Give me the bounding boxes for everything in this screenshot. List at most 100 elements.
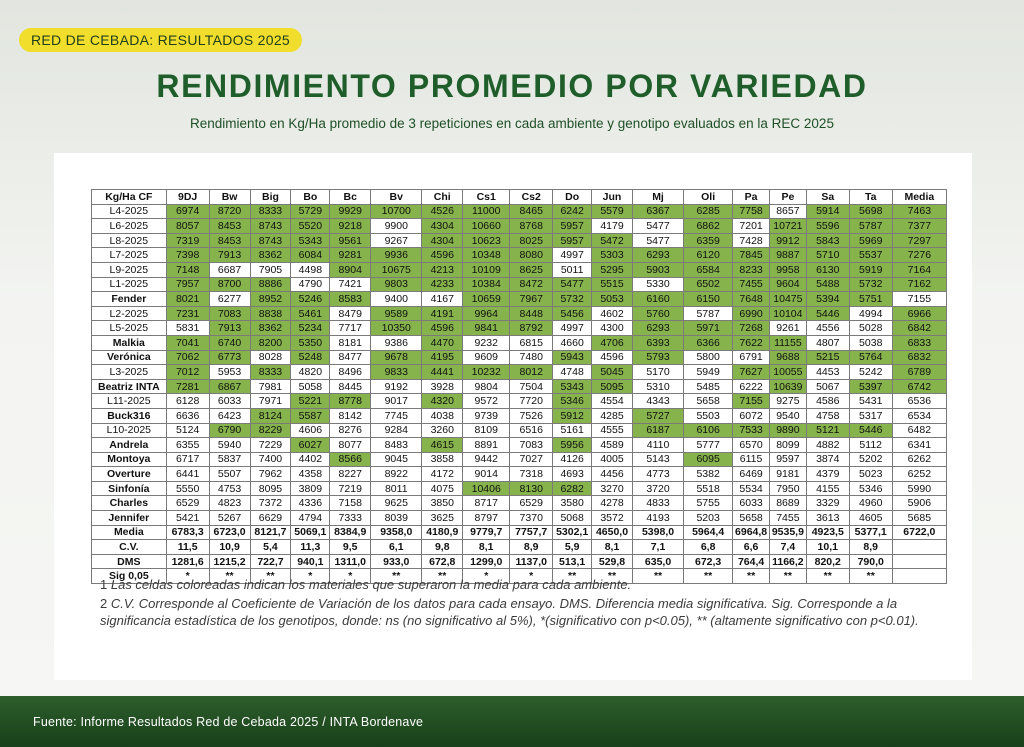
stat-cell: 5,4: [249, 539, 292, 555]
yield-cell: 4167: [421, 291, 464, 307]
yield-cell: 10348: [462, 247, 511, 263]
header-cell: Bo: [290, 189, 331, 205]
stat-row: C.V. 11,5 10,9 5,4 11,3 9,5 6,1 9,8 8,1 8,9 5,9 8,1…: [91, 539, 948, 555]
yield-cell: 4660: [552, 334, 593, 351]
yield-cell: 5121: [805, 422, 850, 439]
yield-cell: 7164: [891, 261, 948, 278]
yield-cell: 7913: [208, 247, 251, 263]
yield-cell: 7162: [891, 276, 948, 293]
variety-name: Verónica: [91, 349, 167, 366]
yield-cell: 6262: [891, 451, 948, 468]
yield-cell: 4748: [552, 364, 593, 380]
yield-cell: 9275: [768, 393, 807, 409]
yield-cell: 4343: [631, 393, 685, 409]
table-row: L6-2025 8057 8453 8743 5520 9218 9900 4304 10660…: [91, 218, 948, 234]
yield-cell: 5787: [683, 305, 734, 322]
yield-cell: 5477: [631, 232, 685, 249]
yield-cell: 6791: [732, 349, 770, 366]
table-row: Charles 6529 4823 7372 4336 7158 9625 3850 8717 6…: [91, 495, 948, 512]
yield-cell: 7398: [165, 247, 210, 263]
stat-name: Sig 0,05: [91, 568, 167, 585]
yield-cell: 5596: [805, 218, 850, 234]
yield-cell: 5343: [290, 232, 331, 249]
yield-cell: 7377: [891, 218, 948, 234]
yield-cell: 6570: [732, 437, 770, 453]
yield-cell: 6629: [249, 510, 292, 526]
yield-cell: 4155: [805, 480, 850, 497]
stat-cell: 8121,7: [249, 524, 292, 541]
stat-cell: *: [462, 568, 511, 585]
yield-cell: 10660: [462, 218, 511, 234]
yield-cell: 4556: [805, 320, 850, 336]
stat-cell: 11,5: [165, 539, 210, 555]
header-cell: Pe: [768, 189, 807, 205]
yield-cell: 6536: [891, 393, 948, 409]
stat-name: Media: [91, 524, 167, 541]
yield-cell: 5914: [805, 203, 850, 220]
yield-cell: 9386: [370, 334, 423, 351]
yield-table: Kg/Ha CF 9DJ Bw Big Bo Bc Bv Chi Cs1 Cs2 Do Jun Mj Ol…: [91, 189, 948, 585]
yield-cell: 6084: [290, 247, 331, 263]
yield-cell: 6160: [631, 291, 685, 307]
footnote-number: 1: [100, 577, 108, 592]
stat-cell: 820,2: [805, 553, 850, 570]
yield-cell: 9218: [329, 218, 372, 234]
stat-cell: 5,9: [552, 539, 593, 555]
yield-cell: 5124: [165, 422, 210, 439]
yield-cell: 10406: [462, 480, 511, 497]
yield-cell: 7526: [509, 407, 554, 424]
yield-cell: 9589: [370, 305, 423, 322]
yield-cell: 3809: [290, 480, 331, 497]
stat-cell: 672,3: [683, 553, 734, 570]
stat-cell: **: [421, 568, 464, 585]
stat-cell: 635,0: [631, 553, 685, 570]
table-row: Malkia 7041 6740 8200 5350 8181 9386 4470 9232 68…: [91, 334, 948, 351]
stat-cell: 10,9: [208, 539, 251, 555]
yield-cell: 8109: [462, 422, 511, 439]
yield-cell: 10721: [768, 218, 807, 234]
stat-cell: [891, 539, 948, 555]
yield-cell: 9014: [462, 466, 511, 482]
yield-cell: 8233: [732, 261, 770, 278]
yield-cell: 5658: [732, 510, 770, 526]
yield-cell: 6516: [509, 422, 554, 439]
footnotes: 1 Las celdas coloreadas indican los mate…: [100, 576, 930, 631]
yield-cell: 9958: [768, 261, 807, 278]
yield-cell: 9804: [462, 378, 511, 395]
yield-cell: 6187: [631, 422, 685, 439]
stat-cell: 4650,0: [591, 524, 633, 541]
yield-cell: 7720: [509, 393, 554, 409]
yield-cell: 7027: [509, 451, 554, 468]
yield-cell: 9284: [370, 422, 423, 439]
yield-cell: 8448: [509, 305, 554, 322]
yield-cell: 10623: [462, 232, 511, 249]
stat-cell: 9779,7: [462, 524, 511, 541]
yield-cell: 8483: [370, 437, 423, 453]
yield-cell: 4790: [290, 276, 331, 293]
table-row: L4-2025 6974 8720 8333 5729 9929 10700 4526 1100…: [91, 203, 948, 220]
yield-cell: 4172: [421, 466, 464, 482]
variety-name: L11-2025: [91, 393, 167, 409]
yield-cell: 8333: [249, 364, 292, 380]
yield-cell: 10055: [768, 364, 807, 380]
yield-cell: 5346: [552, 393, 593, 409]
yield-cell: 8689: [768, 495, 807, 512]
stat-cell: **: [631, 568, 685, 585]
yield-cell: 4960: [848, 495, 893, 512]
yield-cell: 5310: [631, 378, 685, 395]
yield-cell: 4807: [805, 334, 850, 351]
yield-cell: 6740: [208, 334, 251, 351]
stat-cell: 790,0: [848, 553, 893, 570]
stat-cell: 5377,1: [848, 524, 893, 541]
stat-cell: 4180,9: [421, 524, 464, 541]
yield-cell: 8453: [208, 232, 251, 249]
yield-cell: 7155: [732, 393, 770, 409]
yield-cell: 8181: [329, 334, 372, 351]
yield-cell: 9688: [768, 349, 807, 366]
yield-cell: 9540: [768, 407, 807, 424]
yield-cell: 5953: [208, 364, 251, 380]
yield-cell: 4833: [631, 495, 685, 512]
table-row: L3-2025 7012 5953 8333 4820 8496 9833 4441 10232…: [91, 364, 948, 380]
yield-cell: 5903: [631, 261, 685, 278]
yield-cell: 6790: [208, 422, 251, 439]
